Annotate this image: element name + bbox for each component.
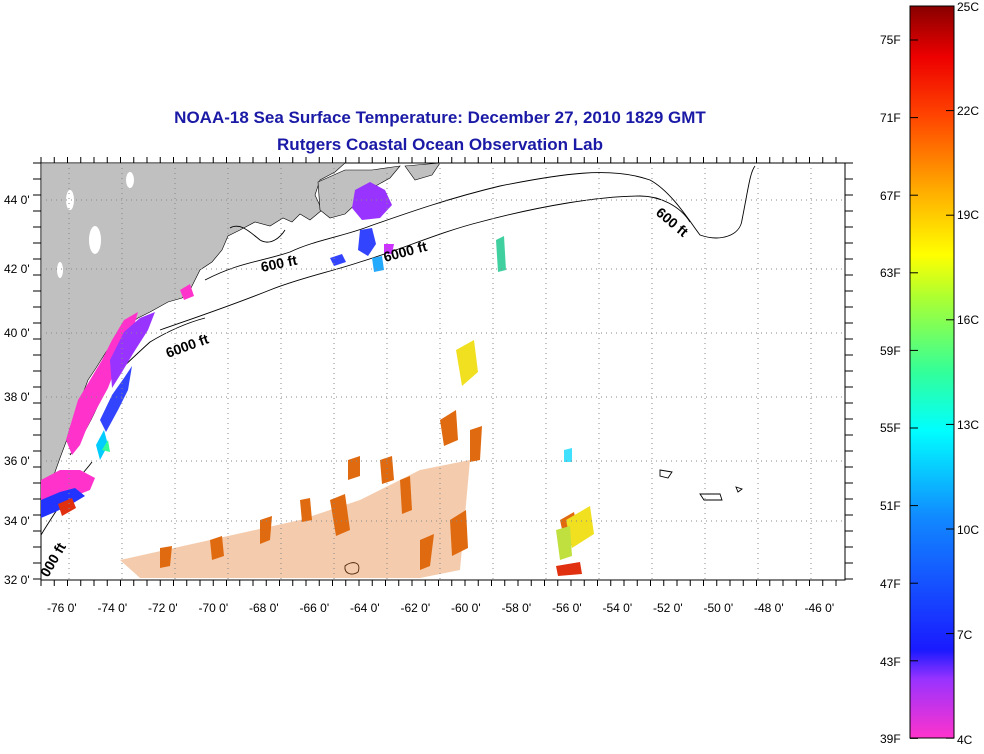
- cb-c-label: 25C: [957, 0, 980, 14]
- cb-c-label: 7C: [957, 628, 973, 642]
- lon-label: -50 0': [704, 601, 734, 615]
- map-subtitle: Rutgers Coastal Ocean Observation Lab: [277, 135, 603, 154]
- lakes: [57, 172, 134, 278]
- lon-label: -46 0': [805, 601, 835, 615]
- cb-f-label: 39F: [880, 732, 901, 746]
- axis-ticks: [33, 157, 853, 586]
- cb-c-label: 22C: [957, 104, 980, 118]
- lat-label: 36 0': [4, 454, 30, 468]
- cb-f-label: 67F: [880, 189, 901, 203]
- lon-labels: -76 0' -74 0' -72 0' -70 0' -68 0' -66 0…: [47, 601, 834, 615]
- lon-label: -72 0': [148, 601, 178, 615]
- cb-f-label: 43F: [880, 655, 901, 669]
- lon-label: -74 0': [98, 601, 128, 615]
- colorbar: [909, 5, 955, 739]
- colorbar-ticks: [910, 5, 954, 739]
- lon-label: -68 0': [249, 601, 279, 615]
- cb-f-label: 51F: [880, 499, 901, 513]
- lat-label: 42 0': [4, 262, 30, 276]
- lat-label: 38 0': [4, 390, 30, 404]
- lon-label: -76 0': [47, 601, 77, 615]
- cb-c-label: 10C: [957, 523, 980, 537]
- cb-c-label: 16C: [957, 313, 980, 327]
- lat-label: 32 0': [4, 573, 30, 587]
- lat-label: 34 0': [4, 514, 30, 528]
- cb-c-label: 4C: [957, 733, 973, 747]
- lon-label: -48 0': [754, 601, 784, 615]
- land-mass: [41, 163, 346, 505]
- sst-cold-water: [41, 182, 394, 518]
- land-cape-breton: [404, 163, 441, 181]
- lon-label: -66 0': [300, 601, 330, 615]
- map-title: NOAA-18 Sea Surface Temperature: Decembe…: [174, 108, 706, 127]
- lon-label: -58 0': [502, 601, 532, 615]
- cb-f-label: 63F: [880, 266, 901, 280]
- lon-label: -70 0': [199, 601, 229, 615]
- cb-f-label: 47F: [880, 577, 901, 591]
- cb-f-label: 59F: [880, 344, 901, 358]
- cb-f-label: 75F: [880, 33, 901, 47]
- lon-label: -52 0': [653, 601, 683, 615]
- lon-label: -62 0': [401, 601, 431, 615]
- cb-f-label: 55F: [880, 421, 901, 435]
- lat-label: 40 0': [4, 326, 30, 340]
- cb-c-label: 19C: [957, 208, 980, 222]
- lat-labels: 44 0' 42 0' 40 0' 38 0' 36 0' 34 0' 32 0…: [4, 193, 30, 587]
- cb-c-label: 13C: [957, 418, 980, 432]
- contour-label: 600 ft: [259, 252, 298, 275]
- lat-label: 44 0': [4, 193, 30, 207]
- lon-label: -54 0': [603, 601, 633, 615]
- lon-label: -64 0': [350, 601, 380, 615]
- sst-warm-accents: [58, 236, 594, 576]
- lon-label: -60 0': [451, 601, 481, 615]
- lon-label: -56 0': [552, 601, 582, 615]
- graticule: [41, 163, 845, 580]
- cb-f-label: 71F: [880, 111, 901, 125]
